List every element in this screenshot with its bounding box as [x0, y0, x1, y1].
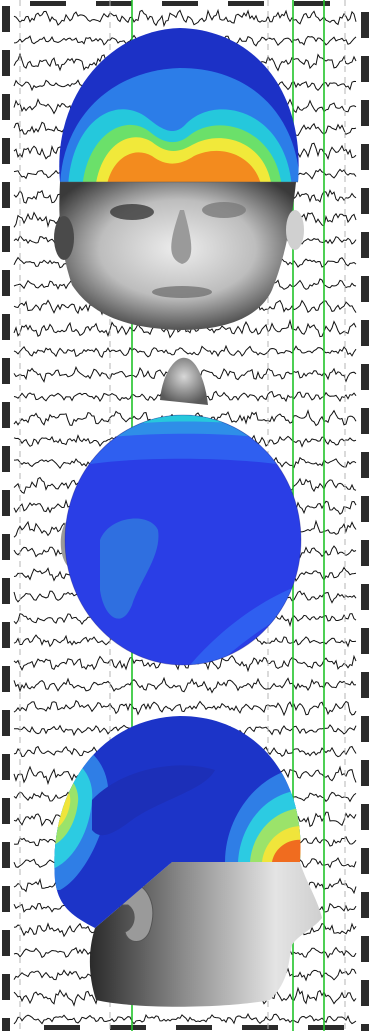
- right-posterior-band: [190, 585, 301, 665]
- scalp-map-top: [65, 415, 301, 665]
- frame-tick: [361, 496, 369, 522]
- frame-tick: [2, 490, 10, 516]
- head-view-frontal: [54, 28, 304, 330]
- frame-tick: [361, 540, 369, 566]
- frame-tick: [361, 100, 369, 126]
- frame-tick: [44, 1025, 80, 1030]
- frame-tick: [228, 1, 264, 6]
- nose-frontal: [171, 210, 192, 264]
- mouth-frontal: [152, 286, 212, 298]
- frame-tick: [361, 144, 369, 170]
- frame-tick: [294, 1, 330, 6]
- frame-tick: [162, 1, 198, 6]
- frame-tick: [2, 578, 10, 604]
- frame-tick: [2, 358, 10, 384]
- frame-tick: [361, 584, 369, 610]
- frame-tick: [2, 886, 10, 912]
- frame-tick: [361, 452, 369, 478]
- head-view-top: [60, 357, 302, 666]
- nose-top-view: [160, 357, 208, 405]
- frame-tick: [2, 6, 10, 32]
- frame-tick: [2, 710, 10, 736]
- left-parietal-blob: [100, 518, 159, 619]
- frame-tick: [361, 760, 369, 786]
- frame-tick: [361, 936, 369, 962]
- frame-tick: [2, 754, 10, 780]
- frame-tick: [2, 226, 10, 252]
- frame-tick: [2, 446, 10, 472]
- frame-tick: [361, 364, 369, 390]
- frame-tick: [361, 980, 369, 1006]
- frame-tick: [361, 188, 369, 214]
- frame-tick: [2, 798, 10, 824]
- frame-tick: [2, 930, 10, 956]
- frame-tick: [110, 1025, 146, 1030]
- frame-tick: [96, 1, 132, 6]
- frame-tick: [2, 842, 10, 868]
- frame-tick: [2, 94, 10, 120]
- frame-tick: [361, 12, 369, 38]
- eeg-trace: [13, 699, 357, 717]
- frame-tick: [361, 408, 369, 434]
- eeg-trace: [13, 344, 357, 359]
- frame-tick: [2, 974, 10, 1000]
- frame-tick: [308, 1025, 344, 1030]
- frame-tick: [2, 270, 10, 296]
- frame-tick: [361, 276, 369, 302]
- frame-tick: [361, 320, 369, 346]
- frame-tick: [361, 232, 369, 258]
- frame-tick: [2, 666, 10, 692]
- frame-tick: [2, 534, 10, 560]
- ear-right-frontal: [286, 210, 304, 250]
- eye-left-frontal: [110, 204, 154, 220]
- eye-right-frontal: [202, 202, 246, 218]
- frame-tick: [30, 1, 66, 6]
- frame-tick: [361, 716, 369, 742]
- eeg-trace: [13, 676, 357, 694]
- head-view-right-lateral: [54, 716, 322, 1007]
- frame-tick: [361, 1024, 369, 1031]
- frame-tick: [361, 892, 369, 918]
- frame-tick: [176, 1025, 212, 1030]
- ear-left-frontal: [54, 216, 74, 260]
- frame-tick: [2, 138, 10, 164]
- frame-tick: [361, 628, 369, 654]
- frame-tick: [361, 56, 369, 82]
- frame-tick: [361, 804, 369, 830]
- frame-tick: [2, 622, 10, 648]
- frame-tick: [2, 50, 10, 76]
- frame-tick: [2, 182, 10, 208]
- frame-tick: [2, 1018, 10, 1031]
- frame-tick: [361, 672, 369, 698]
- eeg-trace: [13, 654, 357, 673]
- frame-tick: [2, 314, 10, 340]
- eeg-trace: [13, 1013, 357, 1025]
- frame-tick: [361, 848, 369, 874]
- frame-tick: [242, 1025, 278, 1030]
- frame-tick: [2, 402, 10, 428]
- eeg-trace: [13, 8, 357, 28]
